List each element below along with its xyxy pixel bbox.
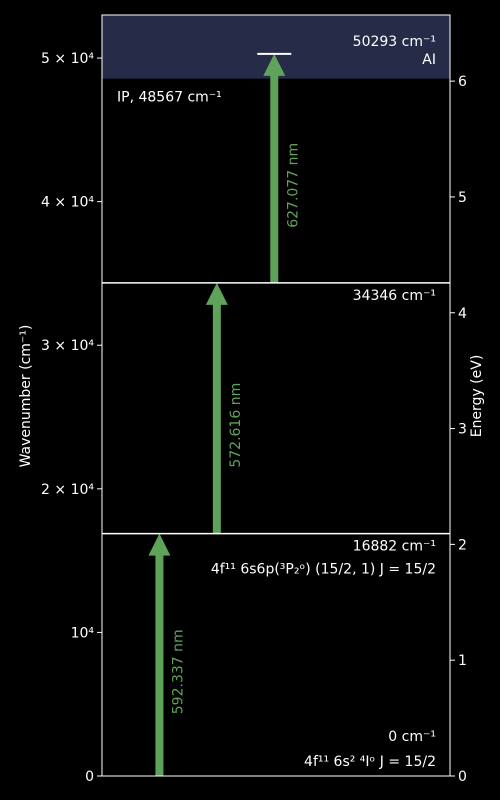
transition-arrow-1 (148, 533, 171, 776)
left-axis-tick-label: 10⁴ (71, 625, 95, 641)
y-axis-label-right: Energy (eV) (469, 355, 485, 438)
level-energy-label: 16882 cm⁻¹ (353, 539, 436, 555)
right-axis-tick-label: 4 (458, 306, 467, 322)
y-axis-label-left: Wavenumber (cm⁻¹) (18, 325, 34, 468)
transition-wavelength-label: 627.077 nm (285, 143, 301, 228)
transition-arrow-3 (263, 53, 286, 283)
right-axis-tick-label: 0 (458, 769, 467, 785)
transition-wavelength-label: 572.616 nm (228, 383, 244, 468)
right-axis-tick-label: 2 (458, 537, 467, 553)
plot-frame (101, 14, 451, 777)
transition-arrow-2 (205, 282, 228, 534)
right-axis-tick-label: 6 (458, 74, 467, 90)
level-energy-label: 50293 cm⁻¹ (353, 34, 436, 50)
level-configuration-label: 4f¹¹ 6s6p(³P₂ᵒ) (15/2, 1) J = 15/2 (211, 562, 436, 578)
ionization-potential-label: IP, 48567 cm⁻¹ (117, 90, 222, 106)
transition-wavelength-label: 592.337 nm (170, 629, 186, 714)
level-configuration-label: AI (422, 52, 436, 68)
left-axis-tick-label: 4 × 10⁴ (41, 195, 94, 211)
left-axis-tick-label: 3 × 10⁴ (41, 338, 94, 354)
level-energy-label: 0 cm⁻¹ (388, 729, 436, 745)
level-configuration-label: 4f¹¹ 6s² ⁴Iᵒ J = 15/2 (304, 754, 436, 770)
right-axis-tick-label: 1 (458, 653, 467, 669)
left-axis-tick-label: 0 (85, 769, 94, 785)
left-axis-tick-label: 5 × 10⁴ (41, 51, 94, 67)
right-axis-tick-label: 5 (458, 190, 467, 206)
left-axis-tick-label: 2 × 10⁴ (41, 482, 94, 498)
level-energy-label: 34346 cm⁻¹ (353, 288, 436, 304)
right-axis-tick-label: 3 (458, 422, 467, 438)
